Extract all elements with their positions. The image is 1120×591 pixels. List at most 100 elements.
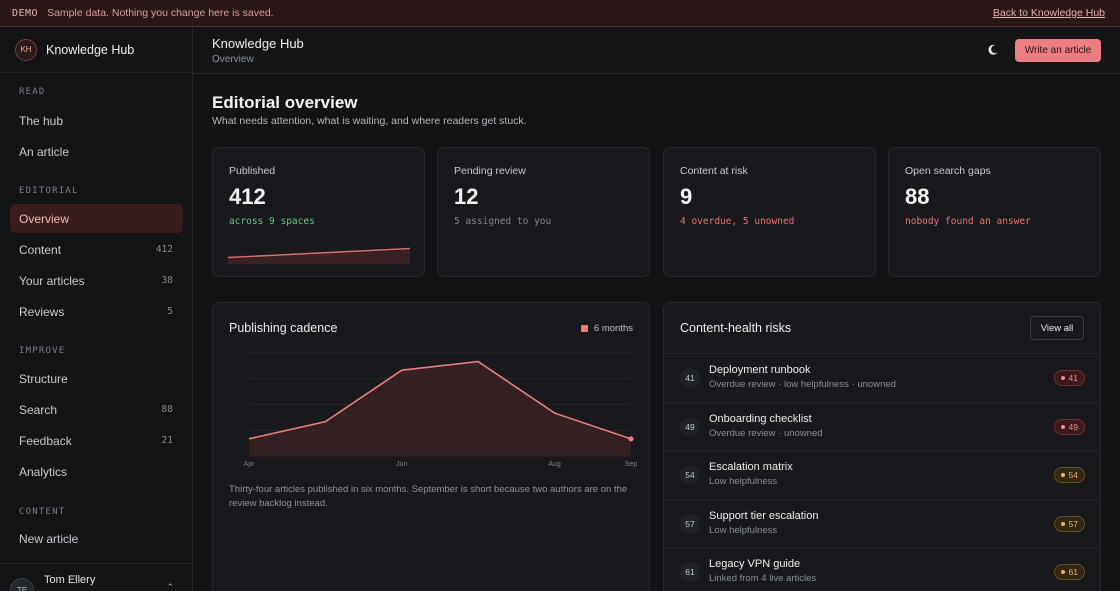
risk-article-name: Escalation matrix	[709, 461, 793, 473]
x-tick-label: Jun	[396, 461, 407, 468]
stat-value: 12	[454, 184, 479, 209]
section-content: CONTENT	[19, 507, 66, 517]
stat-note: across 9 spaces	[229, 216, 315, 227]
series-line	[248, 360, 632, 440]
legend-label: 6 months	[593, 323, 633, 334]
risk-row[interactable]: 54 Escalation matrix Low helpfulness 54	[664, 450, 1101, 499]
sidebar-item-label: An article	[19, 144, 70, 159]
overview-heading: Editorial overview	[212, 93, 358, 112]
sidebar-item-label: Overview	[19, 211, 70, 226]
moon-icon[interactable]	[986, 43, 1000, 57]
series-area	[249, 361, 631, 456]
sidebar-item-label: Content	[19, 242, 62, 257]
risk-detail: Linked from 4 live articles	[709, 573, 817, 584]
published-sparkline	[228, 247, 410, 264]
risk-badge-value: 61	[1068, 567, 1078, 577]
breadcrumb: Overview	[212, 54, 254, 65]
sidebar-item-new-article[interactable]: New article	[10, 524, 183, 553]
dot-icon	[1060, 376, 1065, 380]
view-all-button[interactable]: View all	[1030, 316, 1084, 340]
user-name: Tom Ellery	[44, 574, 96, 586]
stat-note: 4 overdue, 5 unowned	[680, 216, 795, 227]
sidebar-item-structure[interactable]: Structure	[10, 364, 183, 393]
stat-card-content-at-risk[interactable]: Content at risk 9 4 overdue, 5 unowned	[663, 147, 876, 277]
risk-article-name: Legacy VPN guide	[709, 558, 801, 570]
risk-article-name: Onboarding checklist	[709, 412, 812, 425]
stat-label: Content at risk	[680, 165, 748, 177]
content-health-risks-panel: Content-health risks View all 41 Deployme…	[663, 302, 1101, 591]
risk-row[interactable]: 61 Legacy VPN guide Linked from 4 live art…	[664, 547, 1101, 591]
your-articles-count: 38	[161, 275, 173, 286]
user-menu[interactable]: TE Tom Ellery ⌃	[0, 563, 193, 591]
section-read: READ	[19, 87, 46, 97]
sidebar-item-your-articles[interactable]: Your articles 38	[10, 266, 183, 295]
risk-detail: Low helpfulness	[709, 524, 778, 536]
sidebar-item-search[interactable]: Search 88	[10, 395, 183, 424]
dot-icon	[1060, 424, 1065, 429]
risk-badge-value: 49	[1068, 421, 1078, 432]
page-title: Knowledge Hub	[212, 36, 304, 51]
sidebar-item-an-article[interactable]: An article	[10, 137, 183, 166]
risk-score: 61	[680, 562, 700, 582]
brand[interactable]: KH Knowledge Hub	[0, 27, 192, 73]
risk-row[interactable]: 57 Support tier escalation Low helpfulness…	[664, 498, 1101, 548]
stat-label: Published	[229, 165, 276, 177]
section-improve: IMPROVE	[19, 346, 66, 356]
stat-note: nobody found an answer	[905, 216, 1031, 227]
risk-badge-value: 41	[1068, 373, 1078, 383]
sidebar-item-label: Analytics	[19, 464, 68, 479]
stat-value: 88	[905, 184, 930, 209]
search-count: 88	[161, 404, 173, 415]
dot-icon	[1060, 570, 1065, 574]
risk-score: 49	[680, 416, 700, 437]
avatar: TE	[10, 578, 34, 591]
reviews-count: 5	[167, 306, 173, 317]
risk-detail: Overdue review · unowned	[709, 427, 823, 439]
stat-card-pending-review[interactable]: Pending review 12 5 assigned to you	[437, 147, 650, 277]
section-editorial: EDITORIAL	[19, 186, 79, 196]
stat-label: Pending review	[454, 165, 526, 177]
sidebar-item-feedback[interactable]: Feedback 21	[10, 426, 183, 455]
chevron-up-down-icon: ⌃	[166, 582, 174, 591]
brand-name: Knowledge Hub	[46, 42, 135, 57]
risk-detail: Overdue review · low helpfulness · unown…	[709, 379, 896, 390]
x-tick-label: Sep	[625, 461, 638, 468]
brand-logo: KH	[15, 38, 37, 61]
demo-tag: DEMO	[12, 7, 39, 19]
dot-icon	[1060, 521, 1065, 526]
sidebar-item-label: Structure	[19, 371, 68, 386]
panel-title: Publishing cadence	[229, 321, 338, 335]
risk-badge-value: 54	[1068, 470, 1078, 480]
risk-badge: 41	[1053, 370, 1085, 386]
risk-badge: 57	[1053, 515, 1085, 532]
feedback-count: 21	[161, 435, 173, 446]
risk-score: 57	[680, 513, 700, 534]
sidebar-item-analytics[interactable]: Analytics	[10, 457, 183, 486]
stat-label: Open search gaps	[905, 165, 991, 177]
risk-badge-value: 57	[1068, 518, 1078, 529]
risk-row[interactable]: 41 Deployment runbook Overdue review · low…	[664, 353, 1101, 402]
publishing-cadence-panel: Publishing cadence 6 months Apr Jun Aug Sep…	[212, 302, 650, 591]
back-to-hub-link[interactable]: Back to Knowledge Hub	[992, 7, 1105, 19]
risk-badge: 61	[1053, 564, 1085, 580]
sidebar-item-label: Reviews	[19, 304, 65, 319]
write-article-button[interactable]: Write an article	[1015, 39, 1101, 62]
demo-banner: DEMO Sample data. Nothing you change her…	[0, 0, 1120, 27]
sidebar-item-overview[interactable]: Overview	[10, 204, 183, 233]
sidebar-item-content[interactable]: Content 412	[10, 235, 183, 264]
chart-caption: Thirty-four articles published in six mo…	[229, 484, 628, 509]
risk-row[interactable]: 49 Onboarding checklist Overdue review · u…	[664, 401, 1101, 451]
sidebar-item-reviews[interactable]: Reviews 5	[10, 297, 183, 326]
x-tick-label: Aug	[548, 461, 561, 468]
sidebar-item-the-hub[interactable]: The hub	[10, 106, 183, 135]
risk-article-name: Deployment runbook	[709, 364, 811, 376]
risk-detail: Low helpfulness	[709, 476, 778, 487]
stat-card-published[interactable]: Published 412 across 9 spaces	[212, 147, 425, 277]
demo-message: Sample data. Nothing you change here is …	[47, 7, 274, 19]
stat-note: 5 assigned to you	[454, 216, 552, 227]
stat-card-search-gaps[interactable]: Open search gaps 88 nobody found an answ…	[888, 147, 1101, 277]
chart-legend[interactable]: 6 months	[580, 323, 633, 334]
sparkline-line	[228, 247, 410, 259]
top-header: Knowledge Hub Overview Write an article	[193, 27, 1120, 74]
risk-badge: 49	[1053, 418, 1085, 435]
